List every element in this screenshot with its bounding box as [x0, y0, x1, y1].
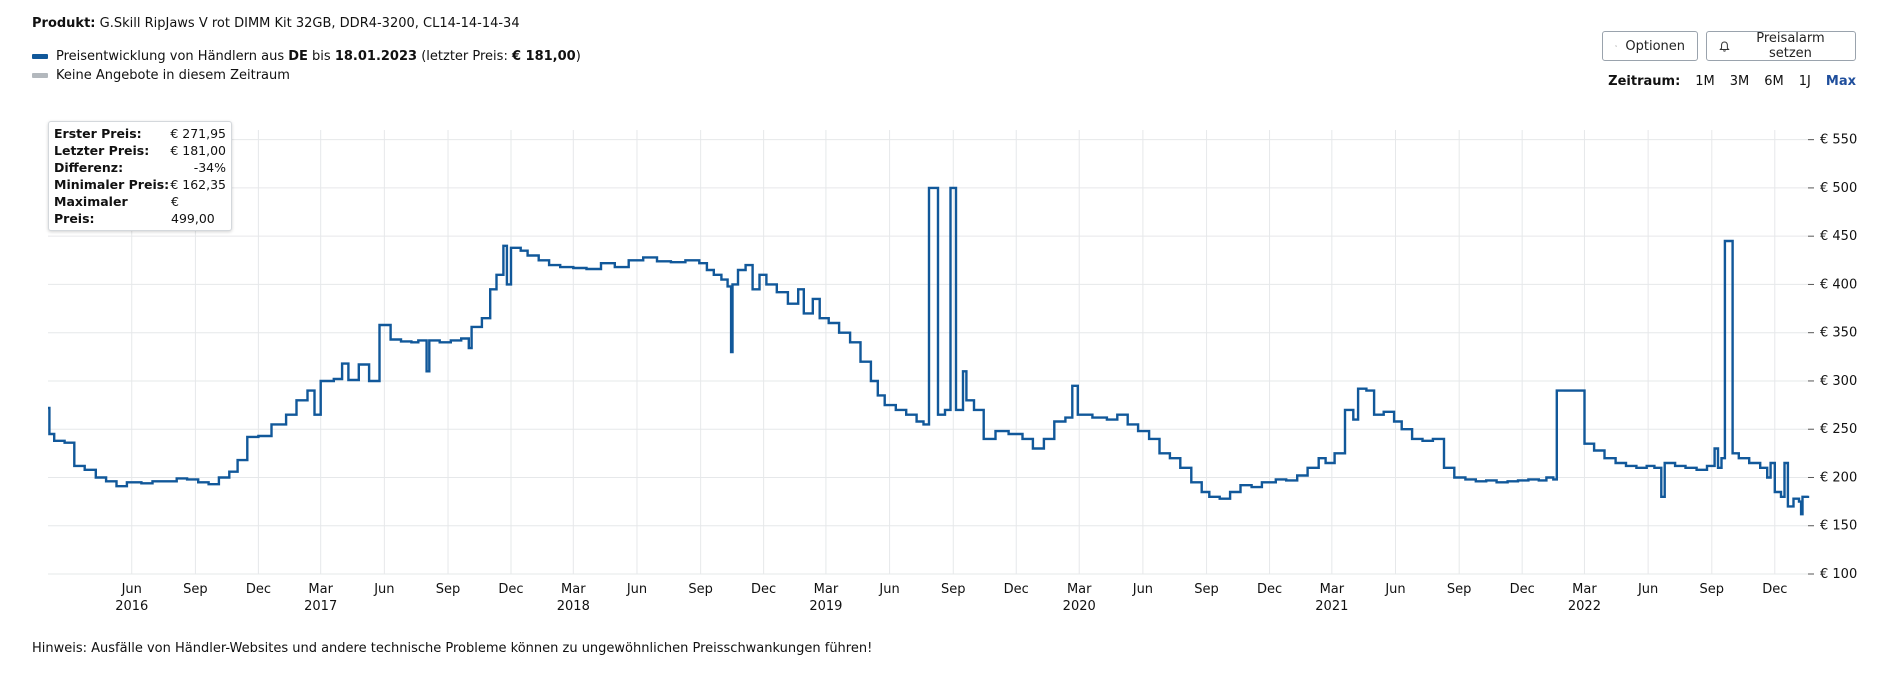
price-alarm-label: Preisalarm setzen	[1756, 31, 1825, 61]
y-tick-label: € 500	[1820, 181, 1857, 196]
x-tick-label: Dec	[246, 582, 271, 597]
gap-segment	[1563, 389, 1586, 444]
x-tick-label: Sep	[1447, 582, 1472, 597]
price-line	[48, 186, 1810, 516]
legend-series-swatch	[32, 54, 48, 59]
legend-no-offers-text: Keine Angebote in diesem Zeitraum	[56, 68, 290, 83]
x-tick-label: Sep	[688, 582, 713, 597]
product-line: Produkt: G.Skill RipJaws V rot DIMM Kit …	[32, 16, 520, 31]
bell-icon	[1719, 40, 1730, 52]
y-tick-label: € 550	[1820, 133, 1857, 148]
zeitraum-option-max[interactable]: Max	[1825, 74, 1856, 89]
zeitraum-option-3m[interactable]: 3M	[1729, 74, 1750, 89]
info-row-last-price: Letzter Preis: € 181,00	[54, 143, 226, 158]
x-tick-label: Jun	[1637, 582, 1658, 597]
zeitraum-option-6m[interactable]: 6M	[1764, 74, 1784, 89]
product-name: G.Skill RipJaws V rot DIMM Kit 32GB, DDR…	[99, 16, 520, 31]
x-tick-label: Jun	[878, 582, 899, 597]
info-row-first-price: Erster Preis: € 271,95	[54, 126, 226, 141]
x-year-label: 2016	[115, 599, 148, 614]
y-tick-label: € 350	[1820, 326, 1857, 341]
chevron-down-icon	[1615, 45, 1618, 47]
y-tick-label: € 200	[1820, 470, 1857, 485]
x-tick-label: Jun	[1132, 582, 1153, 597]
x-tick-label: Sep	[941, 582, 966, 597]
x-year-label: 2017	[304, 599, 337, 614]
x-year-label: 2020	[1063, 599, 1096, 614]
x-tick-label: Sep	[1700, 582, 1725, 597]
chart-series	[48, 186, 1810, 516]
y-axis: € 100 € 150 € 200 € 250 € 300 € 350 € 400 € 450…	[1808, 133, 1857, 582]
info-row-max-price: Maximaler Preis: € 499,00	[54, 194, 215, 226]
options-button[interactable]: Optionen	[1602, 31, 1698, 61]
x-tick-label: Dec	[1004, 582, 1029, 597]
x-tick-label: Dec	[1762, 582, 1787, 597]
x-tick-label: Jun	[1384, 582, 1405, 597]
x-tick-label: Jun	[121, 582, 142, 597]
x-tick-label: Dec	[1510, 582, 1535, 597]
zeitraum-selector: Zeitraum: 1M 3M 6M 1J Max	[1608, 74, 1856, 89]
gap-segment	[1325, 453, 1336, 464]
x-year-label: 2018	[557, 599, 590, 614]
price-alarm-button[interactable]: Preisalarm setzen	[1706, 31, 1856, 61]
x-tick-label: Sep	[436, 582, 461, 597]
x-tick-label: Mar	[308, 582, 333, 597]
x-tick-label: Sep	[1194, 582, 1219, 597]
y-tick-label: € 400	[1820, 277, 1857, 292]
options-label: Optionen	[1625, 38, 1685, 54]
legend-series[interactable]: Preisentwicklung von Händlern aus DE bis…	[32, 49, 581, 64]
legend-gap-swatch	[32, 73, 48, 78]
x-tick-label: Jun	[373, 582, 394, 597]
x-year-label: 2022	[1568, 599, 1601, 614]
x-tick-label: Dec	[751, 582, 776, 597]
y-tick-label: € 100	[1820, 567, 1857, 582]
x-tick-label: Dec	[1257, 582, 1282, 597]
x-year-label: 2019	[809, 599, 842, 614]
zeitraum-label: Zeitraum:	[1608, 74, 1681, 89]
y-tick-label: € 300	[1820, 374, 1857, 389]
x-year-label: 2021	[1315, 599, 1348, 614]
info-row-min-price: Minimaler Preis: € 162,35	[54, 177, 226, 192]
y-tick-label: € 150	[1820, 519, 1857, 534]
zeitraum-option-1m[interactable]: 1M	[1695, 74, 1715, 89]
y-tick-label: € 250	[1820, 422, 1857, 437]
y-tick-label: € 450	[1820, 229, 1857, 244]
x-tick-label: Sep	[183, 582, 208, 597]
x-tick-label: Dec	[498, 582, 523, 597]
x-tick-label: Jun	[626, 582, 647, 597]
product-label: Produkt:	[32, 16, 96, 31]
x-axis: Jun 2016 Sep Dec Mar 2017 Jun Sep Dec Mar 2018 Jun S…	[115, 582, 1787, 614]
x-tick-label: Mar	[561, 582, 586, 597]
x-tick-label: Mar	[1572, 582, 1597, 597]
x-tick-label: Mar	[1320, 582, 1345, 597]
price-summary-box: Erster Preis: € 271,95 Letzter Preis: € 18…	[48, 121, 232, 231]
chart-grid	[48, 130, 1808, 575]
info-row-difference: Differenz: -34%	[54, 160, 226, 175]
legend-no-offers[interactable]: Keine Angebote in diesem Zeitraum	[32, 68, 290, 83]
x-tick-label: Mar	[814, 582, 839, 597]
legend-series-text: Preisentwicklung von Händlern aus DE bis…	[56, 49, 581, 64]
zeitraum-option-1j[interactable]: 1J	[1798, 74, 1811, 89]
footer-note: Hinweis: Ausfälle von Händler-Websites u…	[32, 641, 873, 656]
x-tick-label: Mar	[1067, 582, 1092, 597]
